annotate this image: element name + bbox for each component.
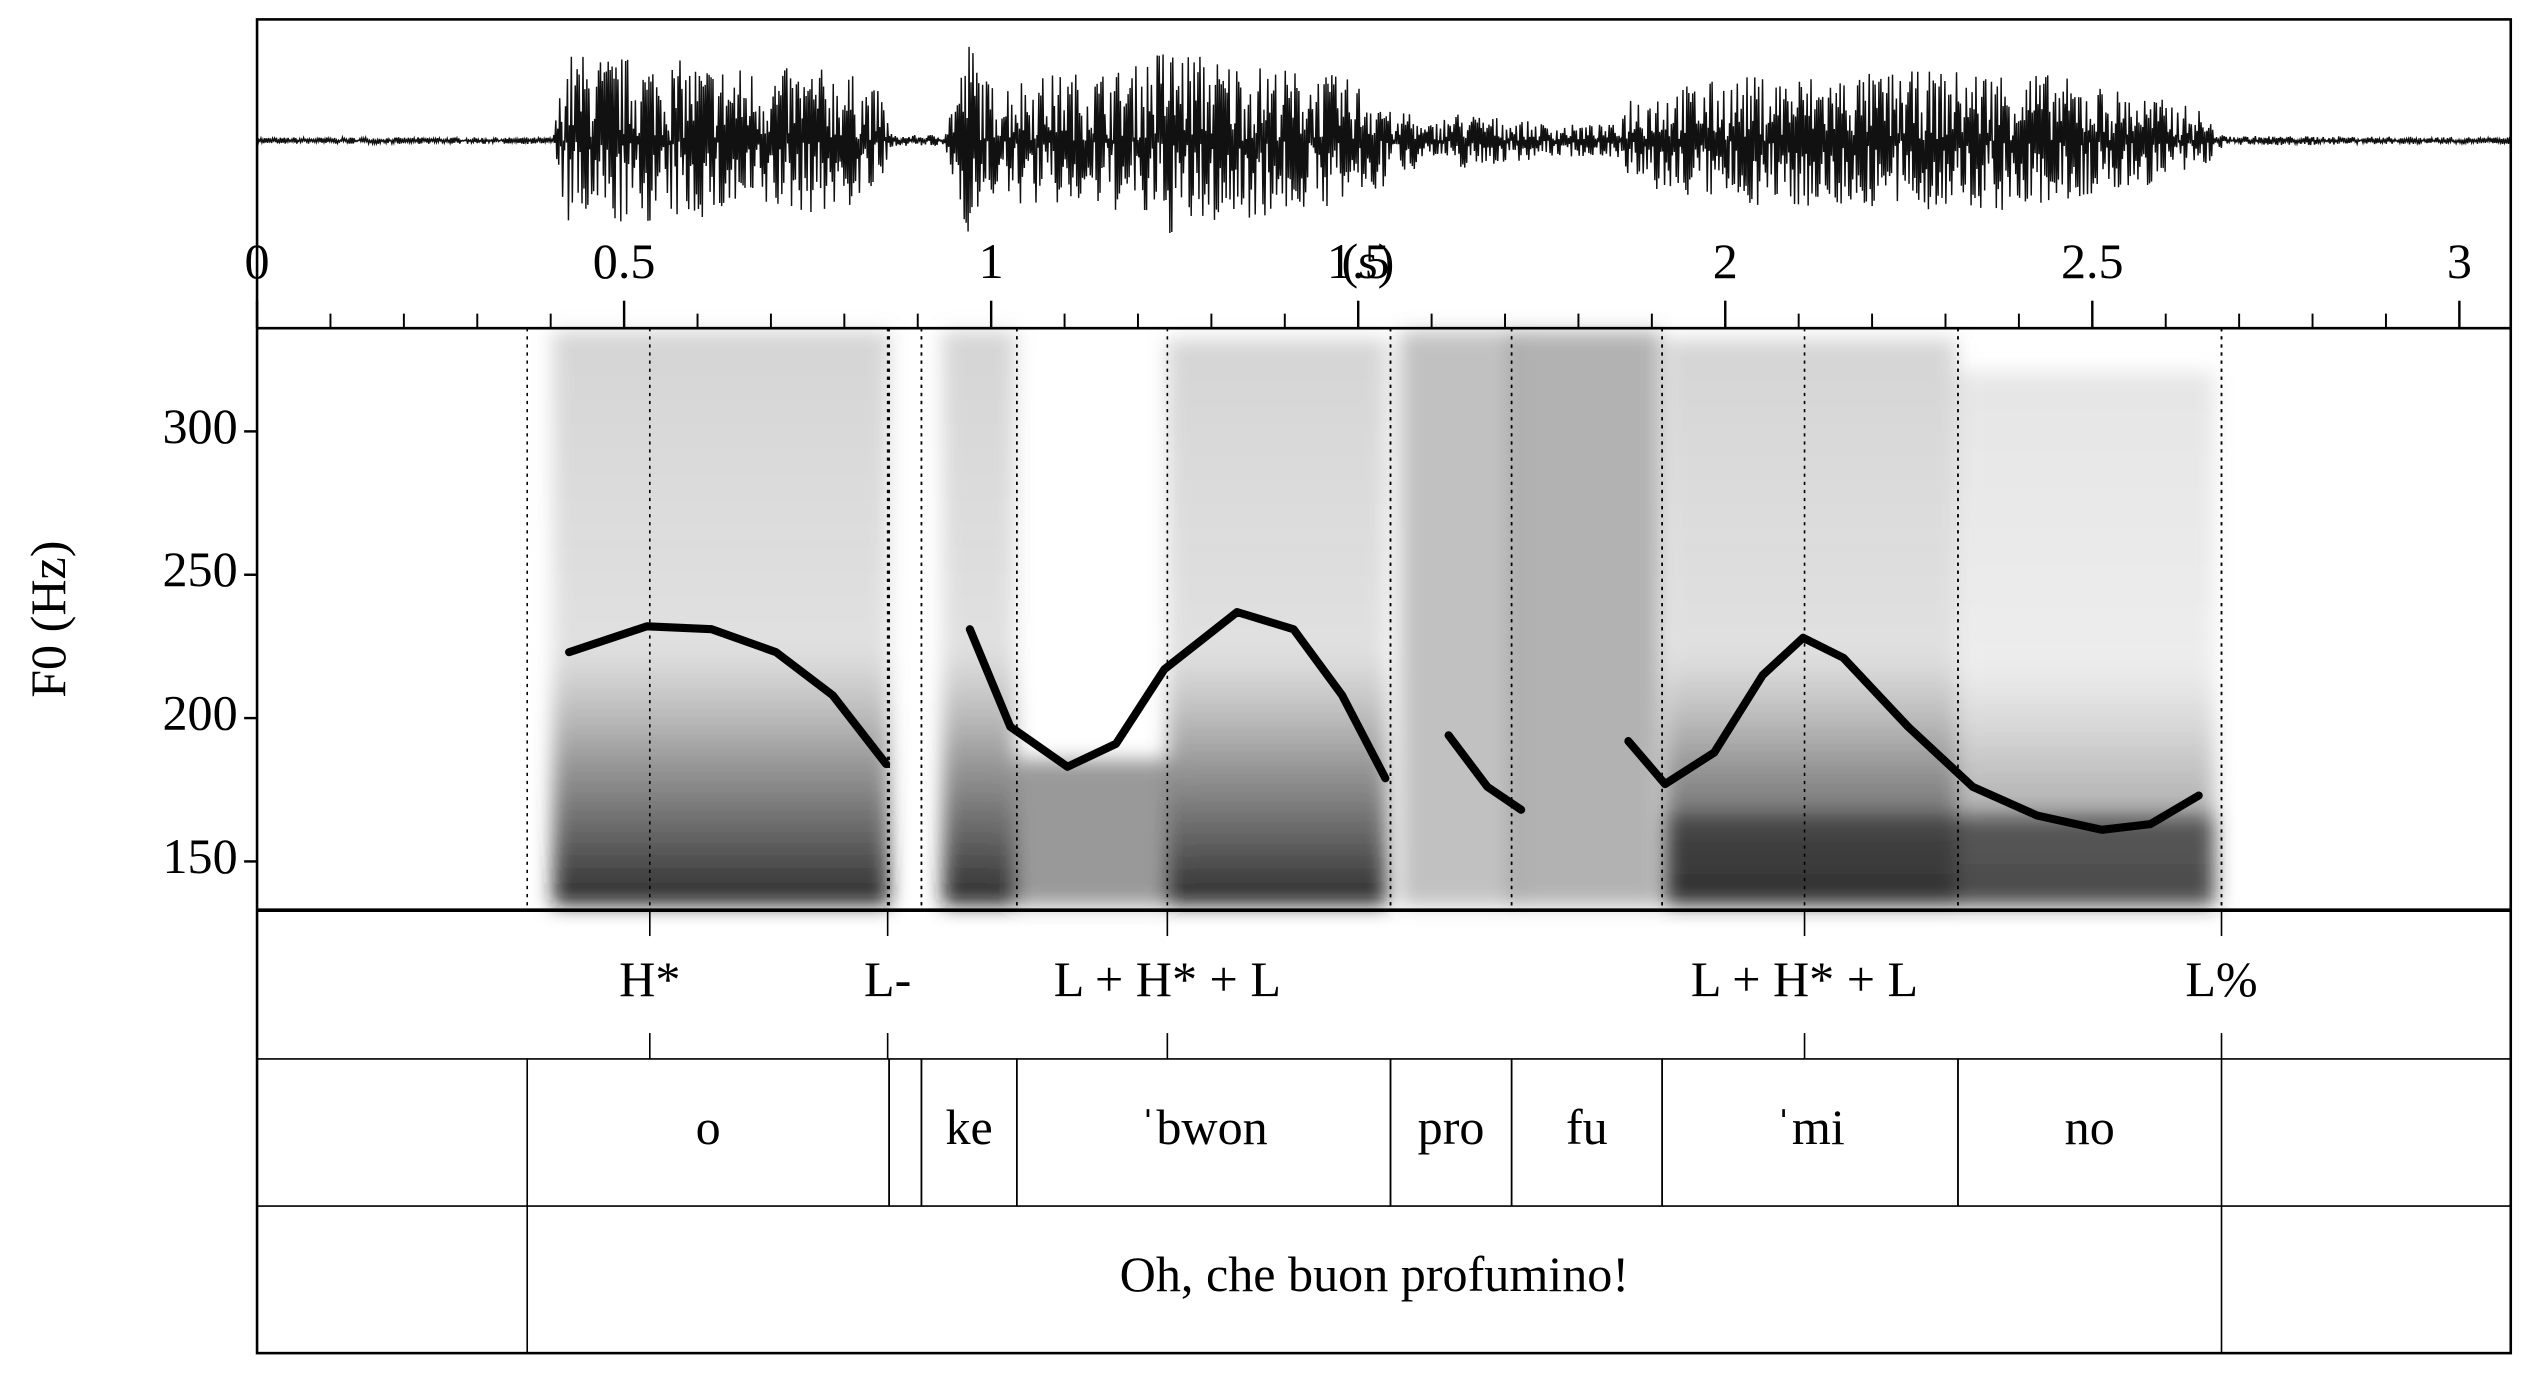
y-tick-label: 300 xyxy=(162,398,237,454)
x-tick-label: 1 xyxy=(979,233,1004,289)
point-label: L + H* + L xyxy=(1691,951,1918,1007)
interval-label: ˈbwon xyxy=(1140,1099,1268,1155)
f0-contour xyxy=(565,608,2203,834)
y-tick-label: 200 xyxy=(162,685,237,741)
point-label: H* xyxy=(619,951,680,1007)
x-tick-label: 0 xyxy=(245,233,270,289)
interval-label: Oh, che buon profumino! xyxy=(1120,1246,1629,1302)
interval-label: fu xyxy=(1566,1099,1608,1155)
x-tick-label: 3 xyxy=(2447,233,2472,289)
y-tick-label: 150 xyxy=(162,828,237,884)
interval-label: pro xyxy=(1418,1099,1485,1155)
frame xyxy=(255,18,2513,1355)
point-label: L- xyxy=(864,951,911,1007)
point-label: L + H* + L xyxy=(1054,951,1281,1007)
x-tick-label: 2 xyxy=(1713,233,1738,289)
interval-label: o xyxy=(696,1099,721,1155)
interval-label: ˈmi xyxy=(1775,1099,1845,1155)
y-axis-label: F0 (Hz) xyxy=(20,541,76,698)
x-tick-label: 0.5 xyxy=(593,233,656,289)
interval-label: no xyxy=(2065,1099,2115,1155)
x-axis-label: (s) xyxy=(1341,233,1394,289)
x-tick-label: 2.5 xyxy=(2061,233,2124,289)
interval-label: ke xyxy=(945,1099,992,1155)
y-tick-label: 250 xyxy=(162,541,237,597)
x-tick-label: 1.5 xyxy=(1327,233,1390,289)
waveform xyxy=(256,46,2512,233)
point-label: L% xyxy=(2185,951,2257,1007)
spectrogram xyxy=(552,331,2215,906)
